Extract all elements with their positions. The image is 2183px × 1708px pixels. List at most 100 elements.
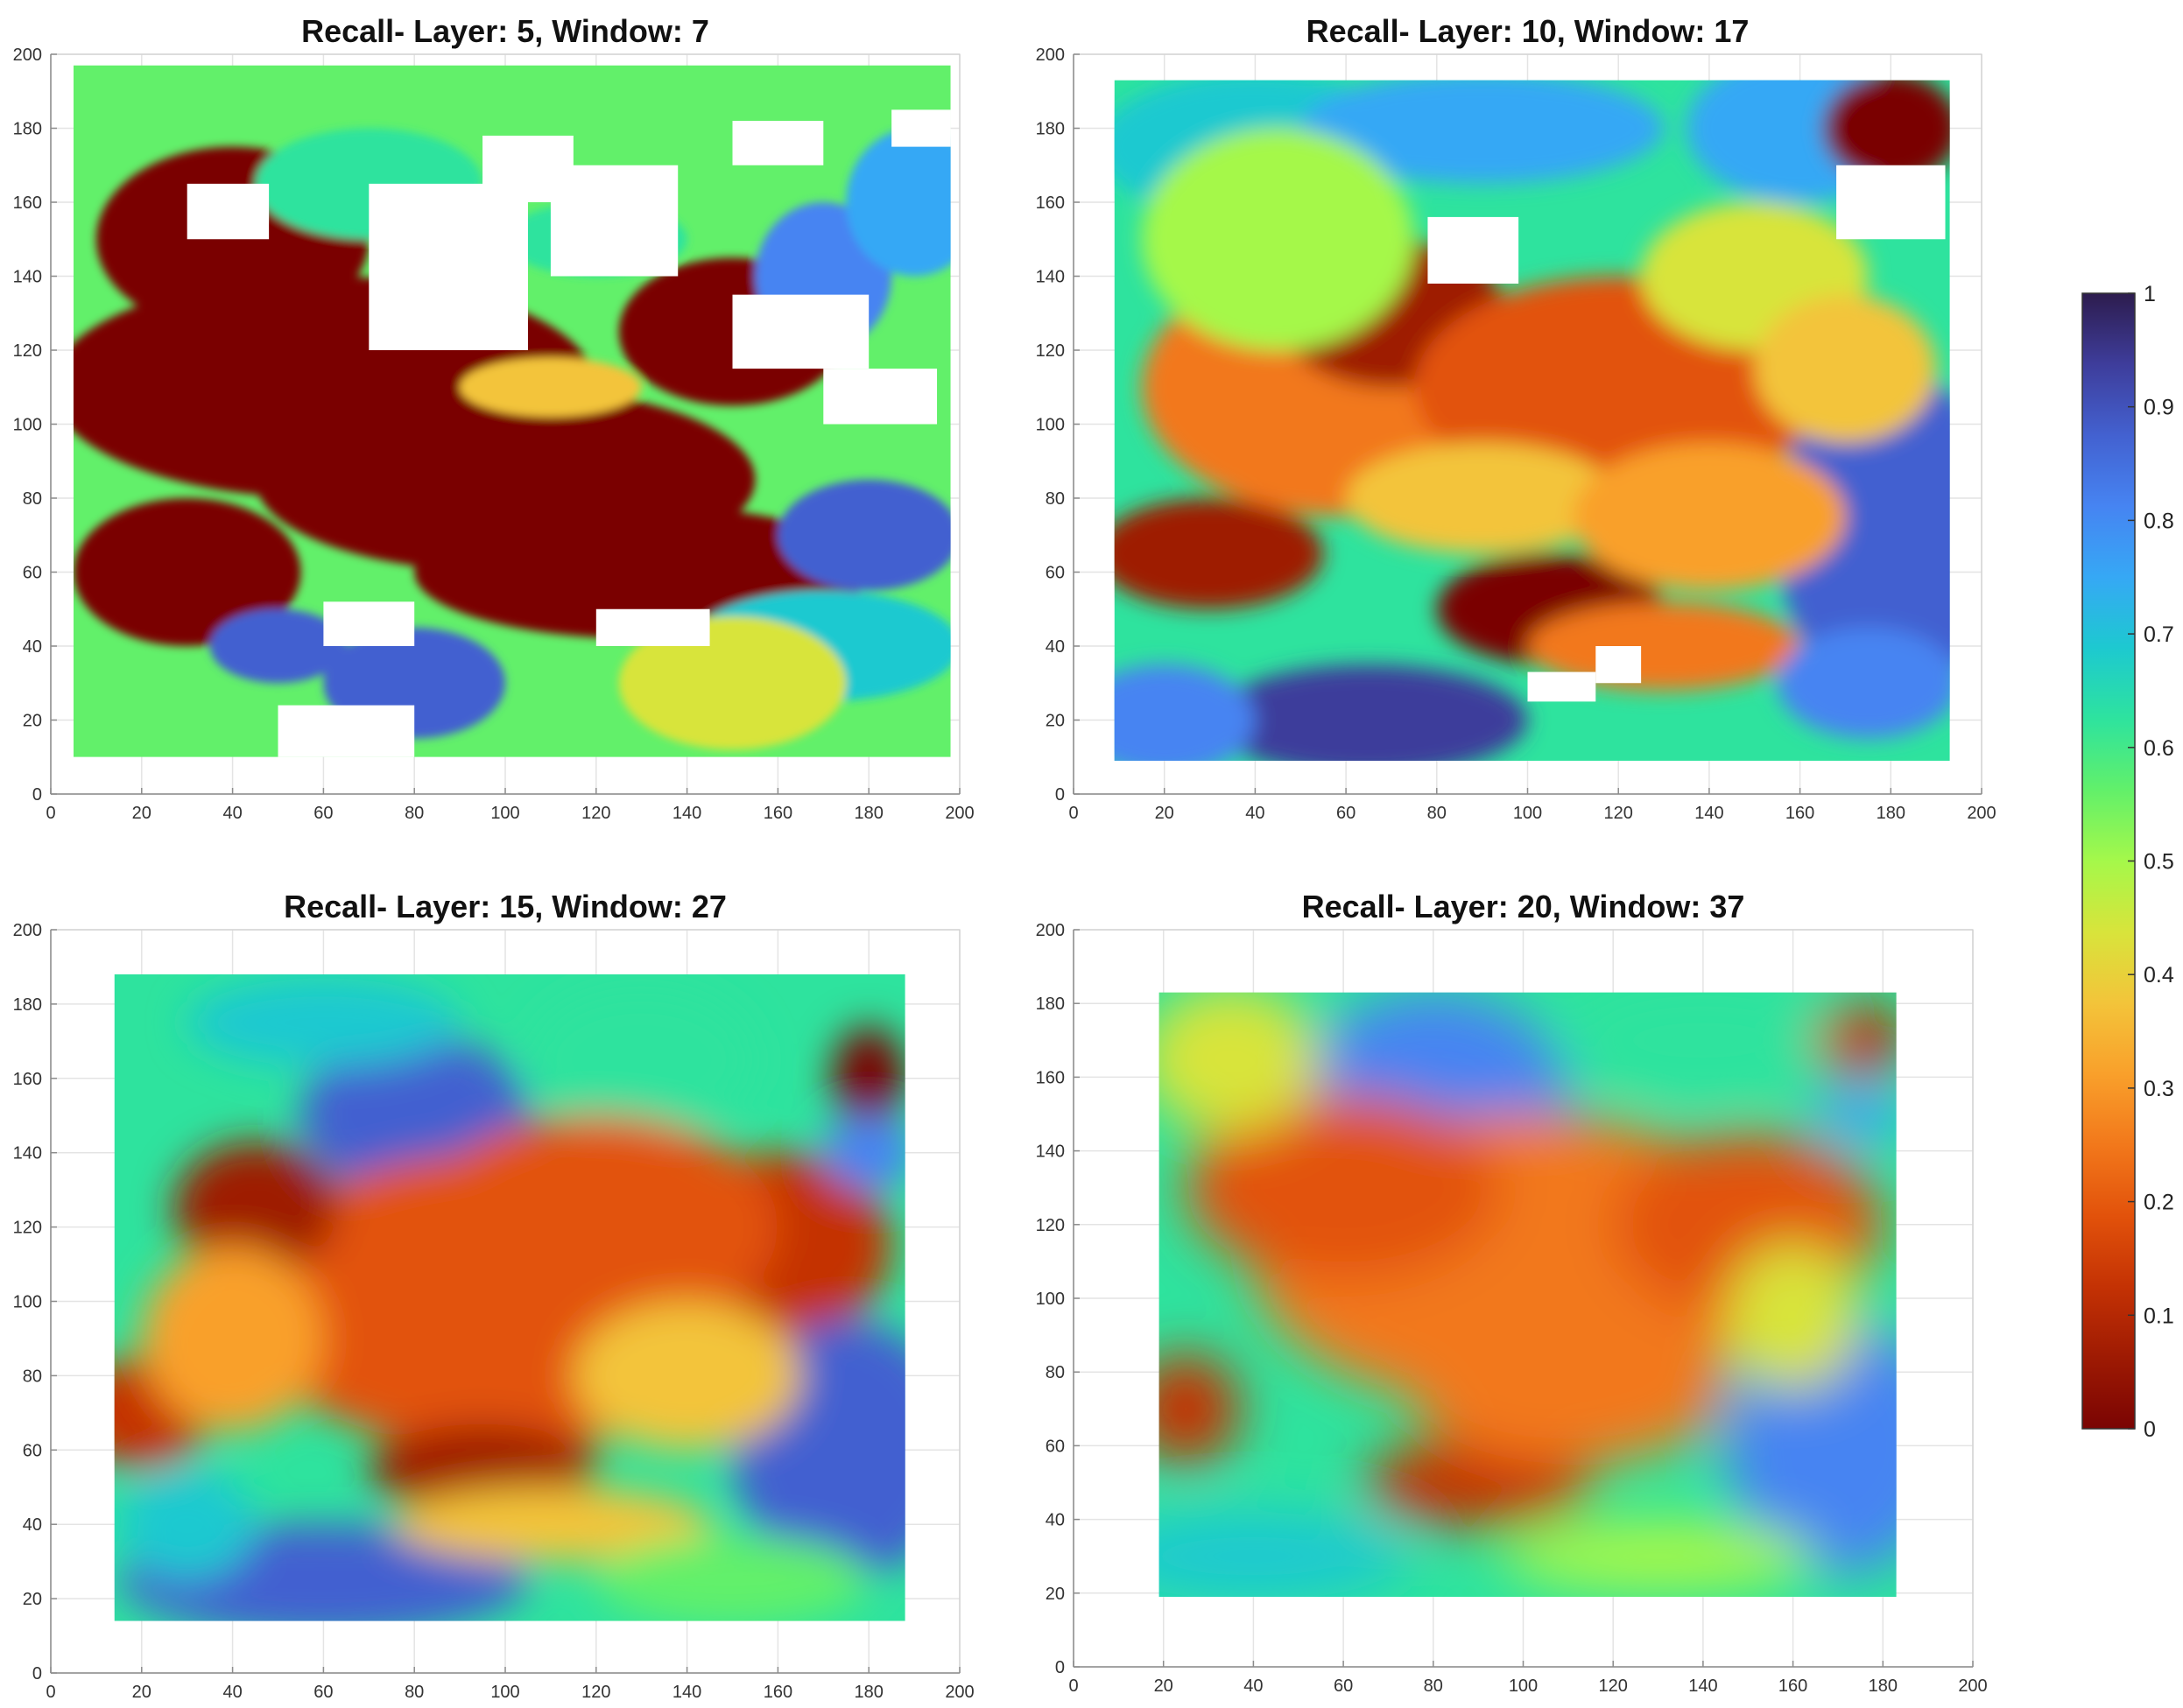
heatmap-blob bbox=[1411, 1317, 1726, 1465]
colorbar-tick-label: 0.8 bbox=[2144, 509, 2174, 533]
x-tick-label: 100 bbox=[1513, 804, 1542, 823]
y-tick-label: 140 bbox=[1036, 1142, 1065, 1162]
x-tick-label: 40 bbox=[222, 1683, 242, 1702]
x-tick-label: 180 bbox=[1869, 1676, 1898, 1696]
x-tick-label: 80 bbox=[405, 1683, 424, 1702]
heatmap-blob bbox=[1158, 992, 1321, 1133]
y-tick-label: 140 bbox=[13, 268, 42, 287]
x-tick-label: 60 bbox=[1334, 1676, 1353, 1696]
nan-region bbox=[369, 183, 528, 350]
nan-region bbox=[891, 109, 951, 147]
y-tick-label: 60 bbox=[1046, 564, 1065, 583]
y-tick-label: 100 bbox=[13, 416, 42, 435]
x-tick-label: 40 bbox=[1245, 804, 1264, 823]
panel-title: Recall- Layer: 20, Window: 37 bbox=[1302, 889, 1745, 924]
heatmap-panel-1: 0 20 40 60 80 100 120 140 160 180 200 0 20 40 60 80 100 1… bbox=[13, 13, 975, 823]
y-tick-label: 100 bbox=[13, 1293, 42, 1312]
heatmap-blob bbox=[832, 1026, 905, 1131]
heatmap-blob bbox=[1114, 664, 1256, 761]
y-tick-label: 60 bbox=[23, 1441, 42, 1460]
x-tick-label: 20 bbox=[132, 1683, 151, 1702]
heatmap-blob bbox=[209, 608, 347, 684]
heatmap-blob bbox=[1815, 1003, 1897, 1078]
y-tick-label: 20 bbox=[1046, 1585, 1065, 1604]
x-tick-label: 180 bbox=[855, 804, 884, 823]
heatmap-blob bbox=[1573, 442, 1846, 591]
y-tick-label: 80 bbox=[1046, 489, 1065, 509]
y-tick-label: 120 bbox=[13, 341, 42, 361]
heatmap-blob bbox=[618, 616, 847, 750]
x-tick-label: 140 bbox=[673, 804, 701, 823]
x-tick-label: 160 bbox=[764, 804, 792, 823]
y-tick-label: 100 bbox=[1036, 416, 1065, 435]
y-tick-label: 180 bbox=[1036, 995, 1065, 1014]
colorbar-tick-label: 0 bbox=[2144, 1417, 2156, 1442]
colorbar-tick-label: 0.5 bbox=[2144, 850, 2174, 875]
heatmap-blob bbox=[1815, 1084, 1897, 1144]
x-tick-label: 160 bbox=[764, 1683, 792, 1702]
y-tick-label: 200 bbox=[1036, 921, 1065, 940]
x-tick-label: 0 bbox=[1068, 1676, 1078, 1696]
x-tick-label: 60 bbox=[313, 804, 333, 823]
colorbar-tick-label: 0.6 bbox=[2144, 736, 2174, 761]
x-tick-label: 0 bbox=[1068, 804, 1078, 823]
x-tick-label: 40 bbox=[222, 804, 242, 823]
y-tick-label: 40 bbox=[23, 1515, 42, 1535]
heatmap-blob bbox=[846, 128, 951, 277]
x-tick-label: 0 bbox=[46, 804, 55, 823]
x-tick-label: 80 bbox=[1427, 804, 1447, 823]
colorbar-tick-label: 0.7 bbox=[2144, 622, 2174, 647]
heatmap-blob bbox=[1141, 128, 1414, 350]
y-tick-label: 140 bbox=[1036, 268, 1065, 287]
y-tick-label: 120 bbox=[13, 1219, 42, 1238]
x-tick-label: 140 bbox=[1694, 804, 1723, 823]
x-tick-label: 120 bbox=[581, 804, 610, 823]
nan-region bbox=[187, 183, 270, 240]
nan-region bbox=[1836, 165, 1946, 240]
heatmap-cells bbox=[114, 973, 905, 1621]
panel-title: Recall- Layer: 5, Window: 7 bbox=[301, 13, 709, 49]
heatmap-blob bbox=[173, 1141, 337, 1276]
y-tick-label: 160 bbox=[13, 1070, 42, 1089]
y-tick-label: 60 bbox=[1046, 1437, 1065, 1456]
heatmap-blob bbox=[141, 1245, 324, 1432]
y-tick-label: 180 bbox=[13, 120, 42, 139]
y-tick-label: 120 bbox=[1036, 1216, 1065, 1235]
heatmap-blob bbox=[1567, 992, 1838, 1096]
heatmap-panel-2: 0 20 40 60 80 100 120 140 160 180 200 0 20 40 60 80 100 1… bbox=[1036, 13, 1996, 823]
heatmap-blob bbox=[1186, 1095, 1501, 1280]
nan-region bbox=[732, 294, 870, 369]
y-tick-label: 160 bbox=[13, 193, 42, 213]
colorbar-tick-label: 0.4 bbox=[2144, 963, 2174, 988]
colorbar: 1 0.9 0.8 0.7 0.6 0.5 0.4 0.3 0.2 0.1 0 bbox=[2081, 282, 2174, 1442]
heatmap-blob bbox=[595, 1535, 870, 1621]
nan-region bbox=[1527, 671, 1596, 702]
y-tick-label: 100 bbox=[1036, 1290, 1065, 1309]
panel-title: Recall- Layer: 10, Window: 17 bbox=[1306, 13, 1750, 49]
y-tick-label: 80 bbox=[1046, 1363, 1065, 1382]
x-tick-label: 180 bbox=[855, 1683, 884, 1702]
heatmap-blob bbox=[1158, 1512, 1412, 1598]
heatmap-blob bbox=[1777, 369, 1950, 702]
nan-region bbox=[1595, 646, 1642, 684]
y-tick-label: 120 bbox=[1036, 341, 1065, 361]
heatmap-blob bbox=[1346, 442, 1619, 554]
heatmap-blob bbox=[1209, 664, 1528, 761]
y-tick-label: 0 bbox=[32, 1664, 42, 1683]
heatmap-panel-3: 0 20 40 60 80 100 120 140 160 180 200 0 20 40 60 80 100 1… bbox=[13, 889, 975, 1702]
x-tick-label: 120 bbox=[1599, 1676, 1628, 1696]
heatmap-blob bbox=[1822, 80, 1950, 184]
x-tick-label: 140 bbox=[1688, 1676, 1717, 1696]
colorbar-tick-label: 0.3 bbox=[2144, 1077, 2174, 1101]
heatmap-blob bbox=[527, 985, 756, 1135]
y-tick-label: 180 bbox=[1036, 120, 1065, 139]
heatmap-blob bbox=[118, 1468, 256, 1580]
heatmap-blob bbox=[1754, 294, 1937, 443]
heatmap-blob bbox=[1114, 498, 1324, 609]
heatmap-blob bbox=[1300, 80, 1664, 184]
x-tick-label: 80 bbox=[405, 804, 424, 823]
heatmap-blob bbox=[1500, 1519, 1816, 1593]
y-tick-label: 80 bbox=[23, 1367, 42, 1386]
y-tick-label: 40 bbox=[1046, 1511, 1065, 1530]
